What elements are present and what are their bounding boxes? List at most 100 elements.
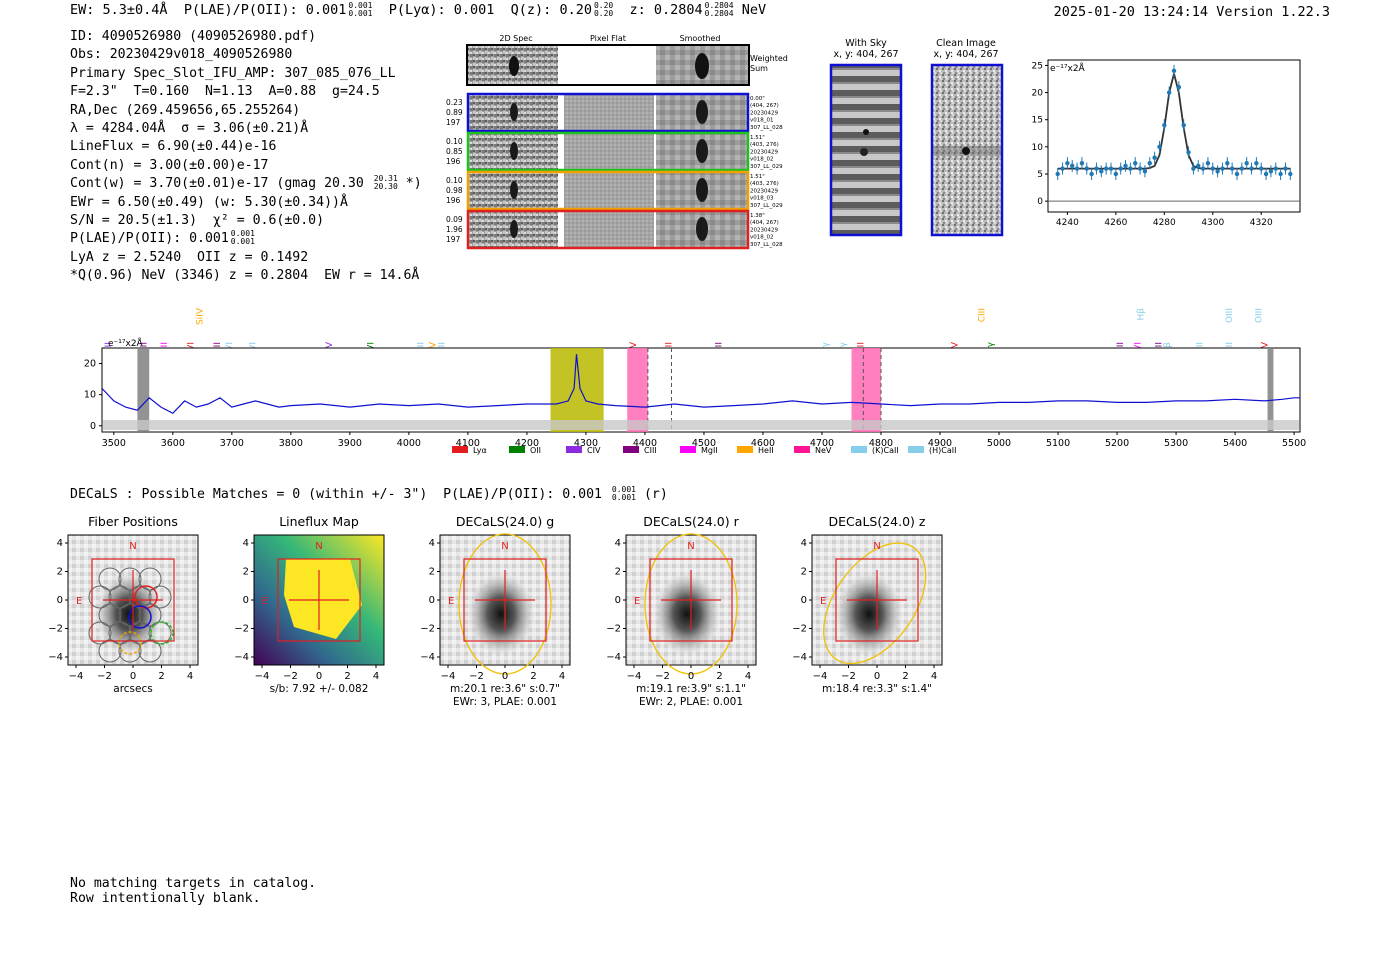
- zoom-ytick-label: 0: [1037, 197, 1043, 207]
- zoom-ytick-label: 10: [1032, 143, 1044, 153]
- with-sky-header: With Sky x, y: 404, 267: [830, 38, 902, 60]
- panel-ytick-label: 2: [801, 567, 807, 578]
- cutout-left-value: 0.89: [446, 108, 463, 117]
- info-sn: S/N = 20.5(±1.3) χ² = 0.6(±0.0): [70, 213, 325, 229]
- fiber-circle: [148, 585, 172, 609]
- z-line: NeV: [741, 2, 767, 18]
- zoom-data-point: [1278, 171, 1283, 177]
- zoom-ytick-label: 5: [1037, 170, 1043, 180]
- sky-images: [829, 63, 1004, 237]
- footprint-box: [463, 558, 547, 642]
- cutout-left-value: 197: [446, 118, 461, 127]
- info-radec: RA,Dec (269.459656,65.255264): [70, 102, 301, 118]
- cutout-flat: [564, 133, 654, 170]
- full-xtick-label: 4700: [810, 438, 834, 449]
- info-lineflux: LineFlux = 6.90(±0.44)e-16: [70, 139, 277, 155]
- panel-title: DECaLS(24.0) g: [456, 514, 554, 529]
- zoom-data-point: [1210, 166, 1215, 171]
- emission-line-label: SiIV: [195, 307, 205, 325]
- zoom-data-point: [1147, 160, 1152, 166]
- legend-label: CIV: [587, 446, 601, 455]
- legend-label: (K)CaII: [872, 446, 899, 455]
- footprint-box: [835, 558, 919, 642]
- panel-xtick-label: 0: [316, 671, 322, 682]
- full-ytick-label: 0: [90, 421, 96, 432]
- full-xtick-label: 4000: [397, 438, 421, 449]
- zoom-spectrum-plot: e⁻¹⁷x2Å 0 5 10 15 20 25 4240 4260 4280 4300 4320: [1032, 59, 1301, 228]
- full-xtick-label: 5500: [1282, 438, 1306, 449]
- with-sky-title: With Sky: [845, 38, 887, 49]
- panel-ytick-label: 0: [243, 595, 249, 606]
- qz-value: Q(z): 0.20: [510, 2, 592, 18]
- col-2d-spec: 2D Spec: [499, 34, 532, 43]
- weighted-sum-row: Weighted Sum: [466, 44, 788, 86]
- full-xtick-label: 4600: [751, 438, 775, 449]
- panel-ytick-label: 0: [429, 595, 435, 606]
- zoom-data-point: [1099, 169, 1104, 174]
- col-pixel-flat: Pixel Flat: [590, 34, 626, 43]
- panel-xtick-label: −4: [627, 671, 642, 682]
- clean-image-header: Clean Image x, y: 404, 267: [928, 38, 1004, 60]
- panel-title: DECaLS(24.0) r: [643, 514, 739, 529]
- full-xtick-label: 5100: [1046, 438, 1070, 449]
- fiber-circle: [138, 639, 162, 663]
- fiber-circle: [108, 585, 132, 609]
- noise-band: [103, 420, 1299, 430]
- cutout-right-value: 20230429: [750, 188, 778, 194]
- cutout-right-value: 307_LL_029: [750, 164, 783, 170]
- cutout-left-value: 197: [446, 235, 461, 244]
- cutout-left-value: 0.10: [446, 137, 463, 146]
- panel-xtick-label: −2: [655, 671, 670, 682]
- cutout-right-value: 20230429: [750, 149, 778, 155]
- zoom-xtick-label: 4260: [1104, 218, 1127, 228]
- cutout-2d-source: [510, 181, 518, 199]
- full-xtick-label: 5400: [1223, 438, 1247, 449]
- info-lambda: λ = 4284.04Å σ = 3.06(±0.21)Å: [70, 121, 309, 137]
- fiber-circle: [138, 603, 162, 627]
- zoom-data-point: [1166, 90, 1172, 95]
- cutout-flat: [564, 211, 654, 248]
- legend-swatch: [737, 446, 753, 453]
- cutout-flat: [564, 172, 654, 209]
- cutout-flat: [564, 94, 654, 131]
- z-value: z: 0.2804: [629, 2, 703, 18]
- zoom-data-point: [1113, 171, 1119, 177]
- cutout-left-value: 0.09: [446, 215, 463, 224]
- cutout-right-value: (404, 267): [750, 103, 779, 109]
- zoom-data-point: [1234, 171, 1240, 177]
- legend-swatch: [794, 446, 810, 453]
- plya-value: P(Lyα): 0.001: [388, 2, 495, 18]
- panel-ytick-label: 4: [243, 538, 249, 549]
- fiber-circle: [88, 585, 112, 609]
- panel-xtick-label: −2: [283, 671, 298, 682]
- zoom-data-point: [1103, 166, 1109, 171]
- panel-xtick-label: 0: [688, 671, 694, 682]
- panel-xtick-label: 0: [502, 671, 508, 682]
- panel-xlabel-2: EWr: 3, PLAE: 0.001: [453, 696, 557, 708]
- compass-north: N: [687, 541, 694, 552]
- legend-label: Lyα: [473, 446, 487, 455]
- panel-ytick-label: 0: [801, 595, 807, 606]
- zoom-data-point: [1268, 169, 1274, 174]
- zoom-data-point: [1186, 150, 1191, 155]
- fiber-circle-orange: [118, 631, 142, 655]
- zoom-xtick-label: 4240: [1056, 218, 1079, 228]
- full-xtick-label: 3800: [279, 438, 303, 449]
- panel-xtick-label: −4: [255, 671, 270, 682]
- panel-ytick-label: −4: [48, 652, 63, 663]
- legend-label: MgII: [701, 446, 718, 455]
- legend-swatch: [623, 446, 639, 453]
- footprint-box: [649, 558, 733, 642]
- full-xtick-label: 3600: [161, 438, 185, 449]
- panel-ytick-label: −2: [48, 624, 63, 635]
- cutout-right-value: (404, 267): [750, 220, 779, 226]
- full-xtick-label: 3700: [220, 438, 244, 449]
- panel-ytick-label: −2: [606, 624, 621, 635]
- full-marks: [101, 354, 1300, 415]
- zoom-data-point: [1220, 166, 1225, 171]
- zoom-data-point: [1191, 166, 1196, 171]
- info-ewr: EWr = 6.50(±0.49) (w: 5.30(±0.34))Å: [70, 194, 348, 210]
- zoom-data-point: [1254, 160, 1259, 166]
- compass-north: N: [873, 541, 880, 552]
- zoom-ytick-label: 20: [1032, 89, 1044, 99]
